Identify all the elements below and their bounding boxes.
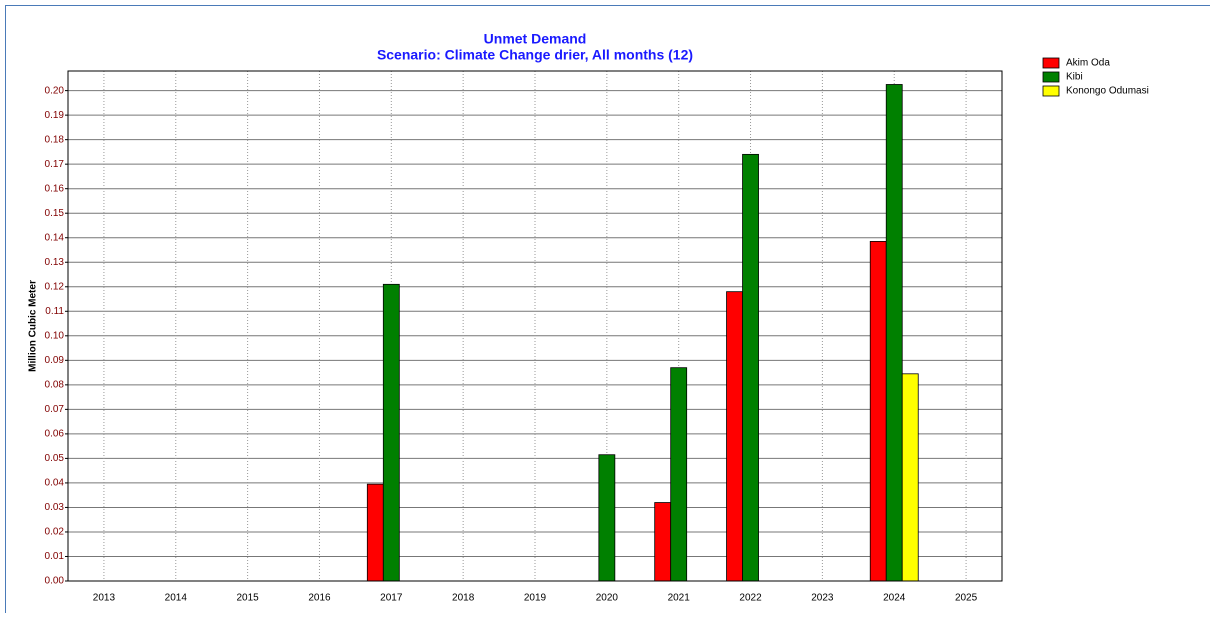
y-tick-label: 0.18 (45, 134, 65, 145)
bar (743, 154, 759, 581)
y-tick-label: 0.15 (45, 208, 65, 219)
bar (902, 374, 918, 581)
bar (383, 284, 399, 581)
y-tick-label: 0.14 (45, 232, 65, 243)
x-tick-label: 2016 (308, 593, 331, 604)
y-tick-label: 0.06 (45, 429, 65, 440)
y-tick-label: 0.12 (45, 281, 65, 292)
bar (655, 503, 671, 581)
y-tick-label: 0.07 (45, 404, 65, 415)
x-tick-label: 2020 (596, 593, 619, 604)
chart-title: Unmet Demand (484, 31, 587, 47)
legend-label: Akim Oda (1066, 58, 1110, 69)
bar (367, 484, 383, 581)
y-tick-label: 0.04 (45, 478, 65, 489)
bar (886, 84, 902, 581)
y-tick-label: 0.11 (45, 306, 64, 317)
y-tick-label: 0.16 (45, 183, 65, 194)
y-tick-label: 0.08 (45, 379, 65, 390)
y-tick-label: 0.19 (45, 110, 65, 121)
legend-label: Kibi (1066, 72, 1083, 83)
y-tick-label: 0.01 (45, 551, 65, 562)
x-tick-label: 2019 (524, 593, 547, 604)
bar (727, 292, 743, 581)
bar (870, 241, 886, 581)
y-tick-label: 0.00 (45, 576, 65, 587)
x-tick-label: 2013 (93, 593, 116, 604)
bar (671, 368, 687, 581)
y-tick-label: 0.17 (45, 159, 65, 170)
x-tick-label: 2023 (811, 593, 834, 604)
x-tick-label: 2015 (236, 593, 259, 604)
y-axis-label: Million Cubic Meter (28, 280, 39, 372)
x-tick-label: 2018 (452, 593, 475, 604)
legend-swatch (1043, 72, 1059, 82)
y-tick-label: 0.02 (45, 527, 65, 538)
chart-subtitle: Scenario: Climate Change drier, All mont… (377, 47, 693, 63)
bar (599, 455, 615, 581)
x-tick-label: 2021 (668, 593, 691, 604)
x-tick-label: 2017 (380, 593, 403, 604)
y-tick-label: 0.20 (45, 85, 65, 96)
x-tick-label: 2014 (165, 593, 188, 604)
legend-label: Konongo Odumasi (1066, 86, 1149, 97)
y-tick-label: 0.03 (45, 502, 65, 513)
legend-swatch (1043, 58, 1059, 68)
x-tick-label: 2024 (883, 593, 906, 604)
x-tick-label: 2025 (955, 593, 978, 604)
legend-swatch (1043, 86, 1059, 96)
y-tick-label: 0.10 (45, 330, 65, 341)
y-tick-label: 0.13 (45, 257, 65, 268)
x-tick-label: 2022 (739, 593, 762, 604)
y-tick-label: 0.05 (45, 453, 65, 464)
y-tick-label: 0.09 (45, 355, 65, 366)
